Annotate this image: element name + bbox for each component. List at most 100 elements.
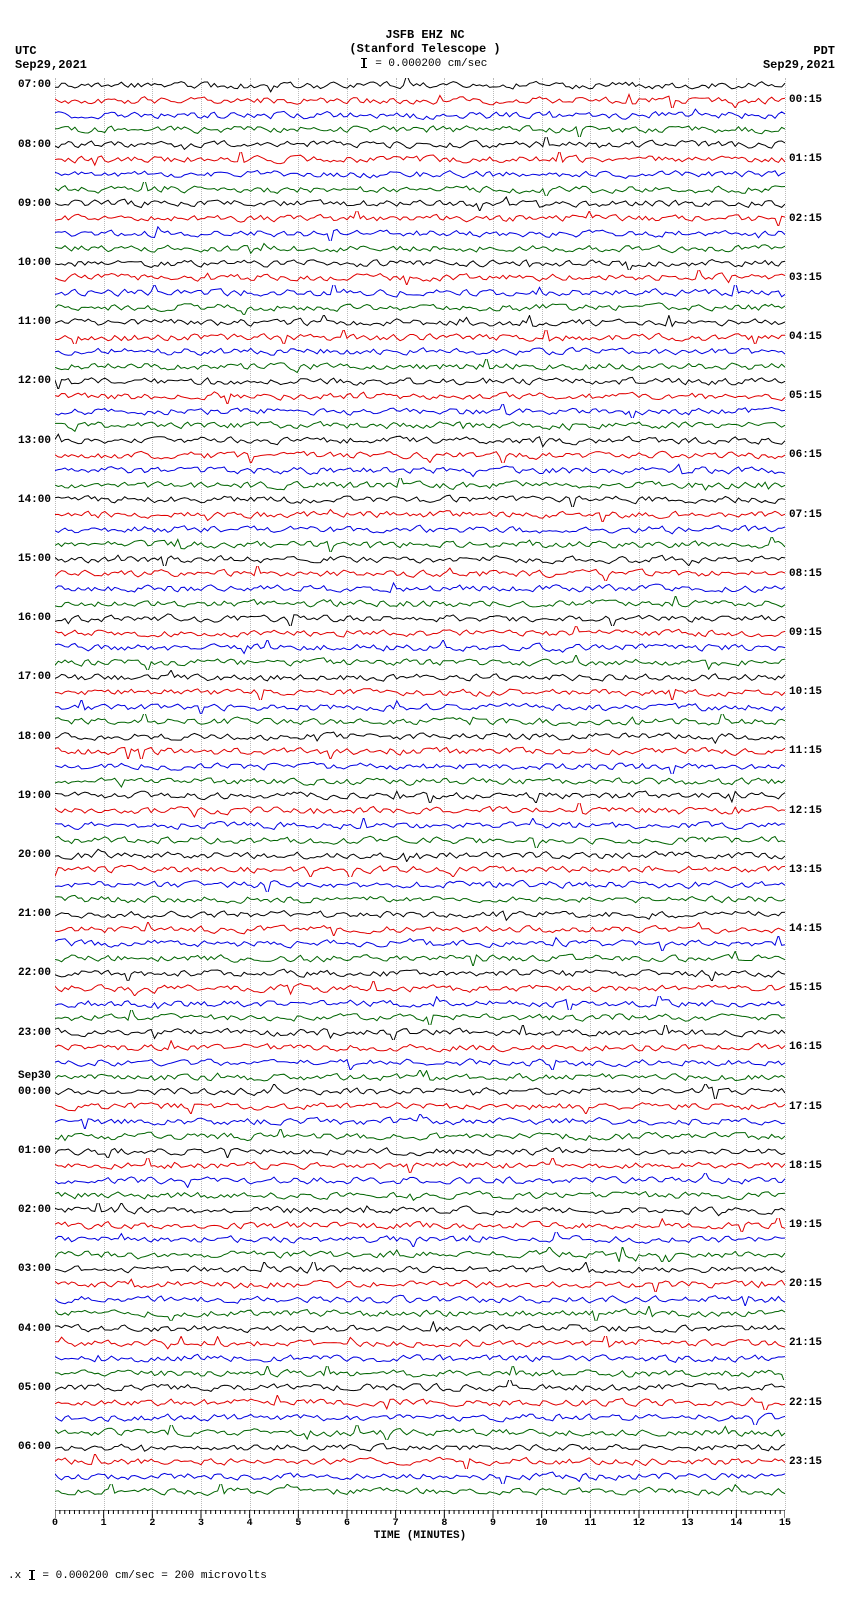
- footer-prefix: .x: [8, 1570, 21, 1582]
- seismic-trace: [55, 892, 785, 907]
- pdt-time-label: 01:15: [789, 153, 833, 165]
- x-axis-label: TIME (MINUTES): [55, 1530, 785, 1542]
- utc-time-label: 16:00: [7, 612, 51, 624]
- seismic-trace: [55, 700, 785, 715]
- trace-row: 22:00: [55, 966, 785, 981]
- pdt-time-label: 17:15: [789, 1101, 833, 1113]
- trace-row: [55, 344, 785, 359]
- seismic-trace: [55, 1380, 785, 1395]
- trace-row: [55, 1366, 785, 1381]
- seismic-trace: [55, 581, 785, 596]
- trace-row: [55, 122, 785, 137]
- seismic-trace: [55, 1158, 785, 1173]
- utc-time-label: 06:00: [7, 1441, 51, 1453]
- trace-row: [55, 108, 785, 123]
- seismic-trace: [55, 1070, 785, 1085]
- seismic-trace: [55, 1321, 785, 1336]
- trace-row: [55, 1410, 785, 1425]
- trace-row: [55, 226, 785, 241]
- utc-time-label: 09:00: [7, 198, 51, 210]
- trace-row: 09:00: [55, 196, 785, 211]
- seismic-trace: [55, 1306, 785, 1321]
- trace-row: 21:15: [55, 1336, 785, 1351]
- pdt-time-label: 07:15: [789, 509, 833, 521]
- trace-row: [55, 1247, 785, 1262]
- pdt-label: PDT: [763, 44, 835, 58]
- seismic-trace: [55, 907, 785, 922]
- seismic-trace: [55, 418, 785, 433]
- seismic-trace: [55, 463, 785, 478]
- trace-row: [55, 404, 785, 419]
- trace-row: [55, 714, 785, 729]
- trace-row: 11:00: [55, 315, 785, 330]
- trace-row: [55, 951, 785, 966]
- seismic-trace: [55, 1099, 785, 1114]
- x-axis-ticks: [55, 1510, 785, 1522]
- seismic-trace: [55, 714, 785, 729]
- trace-row: [55, 1173, 785, 1188]
- trace-row: 15:00: [55, 552, 785, 567]
- pdt-time-label: 02:15: [789, 213, 833, 225]
- seismic-trace: [55, 877, 785, 892]
- seismic-trace: [55, 1484, 785, 1499]
- trace-row: 11:15: [55, 744, 785, 759]
- trace-row: 13:00: [55, 433, 785, 448]
- x-tick-label: 5: [295, 1518, 301, 1529]
- seismic-trace: [55, 862, 785, 877]
- trace-row: 01:15: [55, 152, 785, 167]
- trace-row: 06:00: [55, 1440, 785, 1455]
- trace-row: [55, 1055, 785, 1070]
- footer-text: = 0.000200 cm/sec = 200 microvolts: [42, 1570, 266, 1582]
- seismic-trace: [55, 611, 785, 626]
- date-break-label: Sep30: [7, 1070, 51, 1082]
- seismic-trace: [55, 1425, 785, 1440]
- pdt-time-label: 03:15: [789, 272, 833, 284]
- seismic-trace: [55, 670, 785, 685]
- trace-row: [55, 1114, 785, 1129]
- x-tick-label: 8: [441, 1518, 447, 1529]
- utc-time-label: 10:00: [7, 257, 51, 269]
- trace-row: 05:00: [55, 1380, 785, 1395]
- trace-row: 14:00: [55, 492, 785, 507]
- seismogram-container: UTC Sep29,2021 PDT Sep29,2021 JSFB EHZ N…: [0, 0, 850, 1582]
- x-tick-label: 2: [149, 1518, 155, 1529]
- seismic-trace: [55, 344, 785, 359]
- title-line-1: JSFB EHZ NC: [0, 28, 850, 42]
- trace-row: 19:15: [55, 1218, 785, 1233]
- trace-row: 22:15: [55, 1395, 785, 1410]
- trace-row: [55, 463, 785, 478]
- seismic-trace: [55, 196, 785, 211]
- trace-row: 10:00: [55, 256, 785, 271]
- seismic-trace: [55, 404, 785, 419]
- trace-row: [55, 1010, 785, 1025]
- trace-row: 04:00: [55, 1321, 785, 1336]
- utc-time-label: 18:00: [7, 731, 51, 743]
- x-tick-label: 1: [101, 1518, 107, 1529]
- trace-row: [55, 1425, 785, 1440]
- scale-bar-icon: [363, 58, 365, 68]
- pdt-date: Sep29,2021: [763, 58, 835, 72]
- seismic-trace: [55, 315, 785, 330]
- trace-row: 00:15: [55, 93, 785, 108]
- x-tick-label: 0: [52, 1518, 58, 1529]
- scale-text: = 0.000200 cm/sec: [375, 58, 487, 70]
- pdt-time-label: 09:15: [789, 627, 833, 639]
- x-tick-label: 13: [682, 1518, 694, 1529]
- trace-row: [55, 1306, 785, 1321]
- header-right: PDT Sep29,2021: [763, 44, 835, 72]
- trace-row: [55, 581, 785, 596]
- seismic-trace: [55, 1262, 785, 1277]
- gridline: [785, 78, 786, 1510]
- seismic-trace: [55, 167, 785, 182]
- seismic-trace: [55, 1395, 785, 1410]
- seismic-trace: [55, 996, 785, 1011]
- seismic-trace: [55, 433, 785, 448]
- utc-time-label: 01:00: [7, 1145, 51, 1157]
- seismic-trace: [55, 78, 785, 93]
- trace-row: 03:15: [55, 270, 785, 285]
- x-tick-label: 3: [198, 1518, 204, 1529]
- seismic-trace: [55, 640, 785, 655]
- seismic-trace: [55, 951, 785, 966]
- trace-row: [55, 182, 785, 197]
- scale-indicator: = 0.000200 cm/sec: [0, 58, 850, 70]
